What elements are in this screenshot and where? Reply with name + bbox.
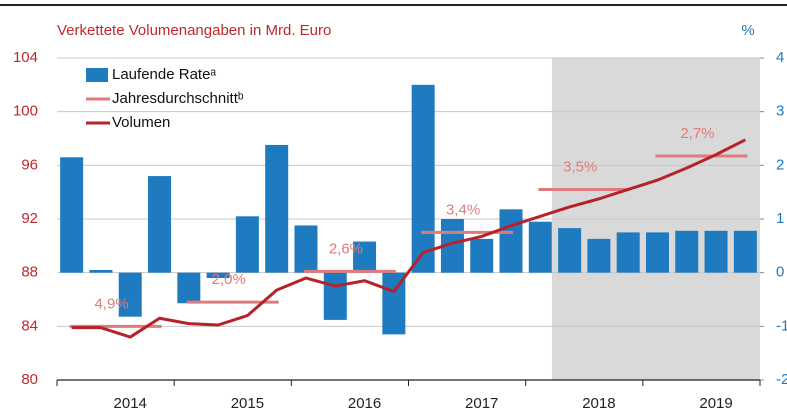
legend-swatch [86, 68, 108, 82]
chart-title: Verkettete Volumenangaben in Mrd. Euro [57, 22, 331, 39]
y2-tick-label: 2 [776, 156, 784, 173]
bar [558, 228, 582, 273]
bar [587, 238, 611, 273]
y2-unit: % [741, 22, 754, 39]
y-tick-label: 104 [13, 49, 38, 66]
bar [265, 144, 289, 273]
bar [206, 272, 230, 279]
bar [323, 272, 347, 320]
bar [60, 157, 84, 273]
y-tick-label: 84 [21, 317, 38, 334]
y2-tick-label: 4 [776, 49, 784, 66]
bar [528, 221, 552, 273]
y2-tick-label: -1 [776, 317, 787, 334]
bar [470, 238, 494, 273]
bar [733, 230, 757, 273]
bar [148, 176, 172, 273]
y-tick-label: 88 [21, 264, 38, 281]
y2-tick-label: 3 [776, 103, 784, 120]
x-tick-label: 2014 [114, 395, 147, 412]
annual-growth-label: 3,4% [446, 201, 480, 218]
y2-tick-label: 0 [776, 264, 784, 281]
bar [294, 225, 318, 273]
annual-growth-label: 4,9% [94, 295, 128, 312]
annual-growth-label: 2,0% [212, 271, 246, 288]
y2-tick-label: 1 [776, 210, 784, 227]
bar [89, 269, 113, 273]
x-tick-label: 2015 [231, 395, 264, 412]
legend-label: Laufende Rateᵃ [112, 66, 216, 83]
x-tick-label: 2018 [582, 395, 615, 412]
annual-growth-label: 2,6% [329, 240, 363, 257]
annual-growth-label: 3,5% [563, 158, 597, 175]
bar [704, 230, 728, 273]
x-tick-label: 2017 [465, 395, 498, 412]
y-tick-label: 92 [21, 210, 38, 227]
bar [411, 84, 435, 273]
bar [675, 230, 699, 273]
bar [235, 216, 259, 273]
y2-tick-label: -2 [776, 371, 787, 388]
annual-growth-label: 2,7% [680, 125, 714, 142]
volume-line [71, 138, 747, 339]
bar [499, 209, 523, 273]
x-tick-label: 2019 [699, 395, 732, 412]
bar [118, 272, 142, 317]
legend-label: Jahresdurchschnittᵇ [112, 90, 244, 107]
legend-label: Volumen [112, 114, 170, 131]
y-tick-label: 80 [21, 371, 38, 388]
bar [177, 272, 201, 304]
y-tick-label: 100 [13, 103, 38, 120]
bar [616, 232, 640, 273]
x-tick-label: 2016 [348, 395, 381, 412]
y-tick-label: 96 [21, 156, 38, 173]
bar [645, 232, 669, 273]
bar [353, 241, 377, 273]
